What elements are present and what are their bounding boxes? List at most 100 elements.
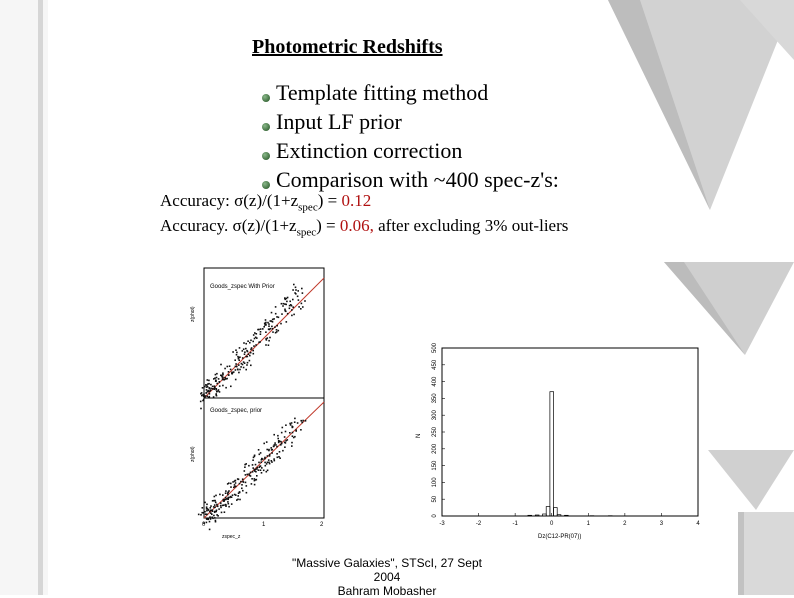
scatter-point (238, 357, 240, 359)
scatter-point (268, 462, 270, 464)
scatter-point (260, 328, 262, 330)
scatter-point (256, 333, 258, 335)
scatter-point (249, 342, 251, 344)
scatter-point (283, 303, 285, 305)
scatter-point (292, 432, 294, 434)
bullet-list: Template fitting method Input LF prior E… (262, 78, 559, 194)
scatter-point (274, 442, 276, 444)
scatter-point (286, 298, 288, 300)
scatter-point (231, 503, 233, 505)
scatter-point (210, 384, 212, 386)
scatter-point (281, 303, 283, 305)
scatter-point (260, 452, 262, 454)
scatter-point (242, 478, 244, 480)
scatter-point (204, 396, 206, 398)
scatter-point (297, 290, 299, 292)
slide-title: Photometric Redshifts (252, 36, 443, 59)
list-item: Template fitting method (262, 78, 559, 107)
bullet-icon (262, 94, 270, 102)
scatter-point (206, 395, 208, 397)
scatter-point (300, 429, 302, 431)
scatter-point (244, 353, 246, 355)
scatter-point (265, 322, 267, 324)
scatter-point (214, 517, 216, 519)
scatter-point (258, 462, 260, 464)
scatter-point (285, 424, 287, 426)
scatter-point (242, 357, 244, 359)
scatter-point (266, 471, 268, 473)
scatter-point (228, 497, 230, 499)
x-tick-label: 1 (262, 522, 266, 528)
scatter-point (257, 329, 259, 331)
scatter-point (245, 343, 247, 345)
scatter-point (228, 506, 230, 508)
scatter-point (259, 454, 261, 456)
scatter-point (248, 465, 250, 467)
scatter-point (206, 510, 208, 512)
scatter-point (253, 345, 255, 347)
y-tick-label: 100 (432, 477, 438, 488)
scatter-point (217, 390, 219, 392)
scatter-point (233, 371, 235, 373)
deco-box (738, 512, 794, 595)
scatter-point (200, 514, 202, 516)
scatter-point (235, 363, 237, 365)
scatter-point (262, 328, 264, 330)
scatter-point (302, 306, 304, 308)
scatter-point (282, 305, 284, 307)
scatter-point (215, 521, 217, 523)
scatter-point (294, 436, 296, 438)
scatter-point (269, 454, 271, 456)
scatter-point (218, 378, 220, 380)
scatter-point (276, 316, 278, 318)
scatter-point (279, 451, 281, 453)
scatter-point (255, 464, 257, 466)
scatter-point (284, 446, 286, 448)
scatter-point (247, 340, 249, 342)
scatter-point (201, 512, 203, 514)
x-tick-label: 4 (696, 521, 700, 527)
scatter-point (273, 434, 275, 436)
scatter-point (250, 365, 252, 367)
footer-author: Bahram Mobasher (286, 584, 488, 598)
scatter-point (284, 303, 286, 305)
scatter-point (225, 387, 227, 389)
scatter-point (224, 511, 226, 513)
scatter-point (204, 511, 206, 513)
scatter-point (215, 394, 217, 396)
scatter-point (241, 363, 243, 365)
scatter-point (259, 466, 261, 468)
scatter-point (298, 306, 300, 308)
scatter-point (236, 352, 238, 354)
scatter-point (216, 377, 218, 379)
scatter-point (267, 462, 269, 464)
scatter-point (214, 388, 216, 390)
x-tick-label: -1 (512, 521, 518, 527)
scatter-point (273, 446, 275, 448)
scatter-point (275, 306, 277, 308)
scatter-point (261, 467, 263, 469)
scatter-point (235, 349, 237, 351)
scatter-point (263, 326, 265, 328)
scatter-point (300, 420, 302, 422)
scatter-point (219, 381, 221, 383)
scatter-point (229, 497, 231, 499)
scatter-point (242, 490, 244, 492)
scatter-point (269, 455, 271, 457)
scatter-point (281, 432, 283, 434)
scatter-point (285, 431, 287, 433)
scatter-point (250, 340, 252, 342)
scatter-point (209, 521, 211, 523)
scatter-point (206, 522, 208, 524)
plot-frame (442, 348, 698, 516)
x-tick-label: 0 (202, 522, 206, 528)
scatter-point (277, 435, 279, 437)
scatter-point (213, 500, 215, 502)
scatter-point (213, 515, 215, 517)
scatter-point (218, 508, 220, 510)
scatter-point (241, 488, 243, 490)
scatter-point (248, 353, 250, 355)
x-tick-label: -2 (476, 521, 482, 527)
scatter-point (210, 507, 212, 509)
scatter-point (277, 438, 279, 440)
